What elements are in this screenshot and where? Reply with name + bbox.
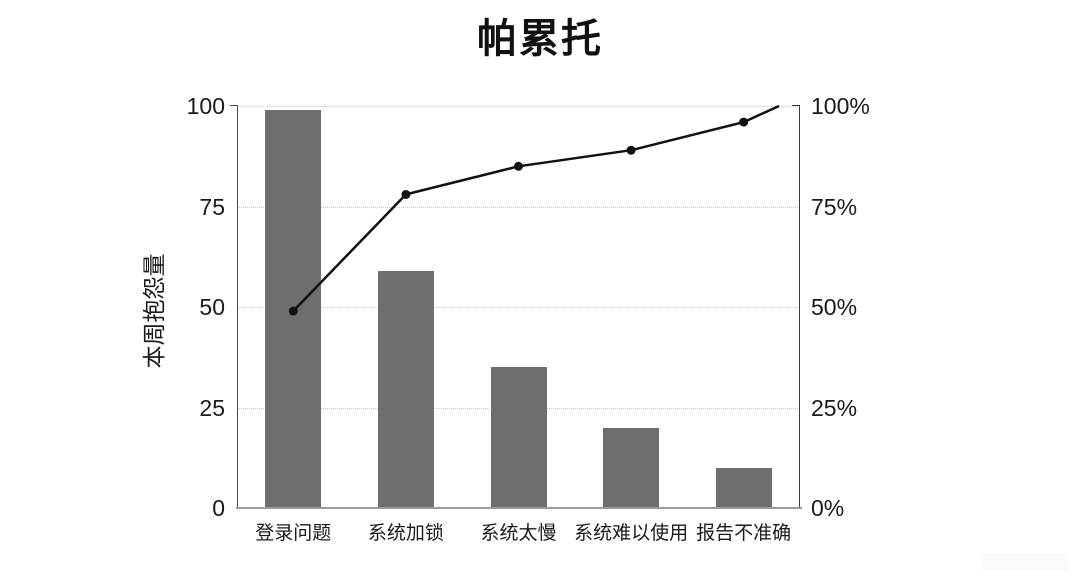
right-y-axis-line (799, 106, 800, 509)
line-marker-系统难以使用 (626, 145, 636, 155)
bar-系统太慢 (490, 367, 547, 507)
line-marker-登录问题 (288, 306, 298, 316)
category-label-系统太慢: 系统太慢 (480, 523, 557, 544)
category-label-登录问题: 登录问题 (255, 523, 332, 544)
left-tick-label-75: 75 (199, 193, 225, 220)
gridline-50 (237, 307, 800, 308)
bar-系统难以使用 (603, 427, 660, 507)
gridline-75 (237, 206, 800, 208)
line-marker-系统加锁 (401, 189, 411, 199)
bar-系统加锁 (377, 270, 434, 507)
left-tick-label-100: 100 (186, 93, 225, 119)
right-axis-tick-100 (792, 105, 800, 106)
left-axis-tick-100 (230, 105, 238, 106)
chart-title: 帕累托 (477, 17, 603, 61)
category-label-报告不准确: 报告不准确 (696, 523, 792, 544)
line-marker-系统太慢 (514, 161, 523, 171)
cumulative-line-layer (288, 104, 780, 316)
right-tick-label-75%: 75% (811, 193, 858, 220)
left-tick-label-0: 0 (212, 495, 225, 521)
right-tick-label-50%: 50% (811, 294, 858, 320)
left-tick-label-50: 50 (199, 294, 225, 320)
category-label-系统加锁: 系统加锁 (367, 523, 444, 544)
right-tick-label-25%: 25% (811, 394, 858, 421)
x-axis-line (236, 507, 802, 509)
right-tick-label-100%: 100% (811, 93, 870, 119)
right-tick-label-0%: 0% (811, 495, 845, 521)
left-tick-label-25: 25 (199, 394, 225, 421)
bottom-right-artifact (982, 553, 1069, 570)
plot-area (237, 104, 800, 508)
left-y-axis-line (237, 106, 238, 509)
gridline-100 (237, 106, 800, 107)
cumulative-line (292, 104, 780, 312)
bar-报告不准确 (715, 467, 772, 507)
line-marker-报告不准确 (739, 117, 749, 127)
category-label-系统难以使用: 系统难以使用 (574, 523, 689, 544)
